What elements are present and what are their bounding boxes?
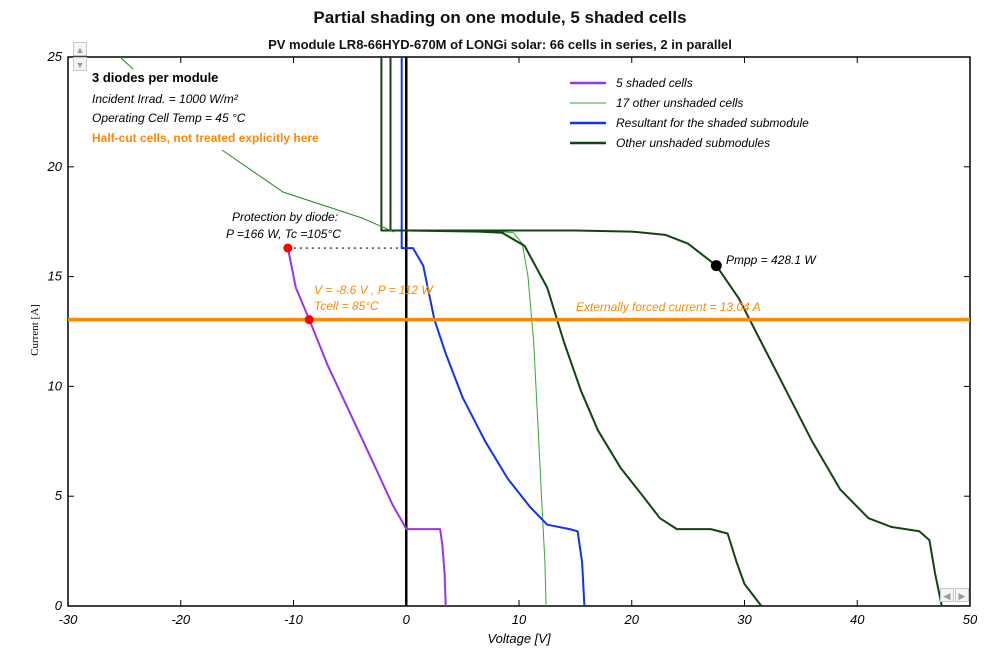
legend-label-other-submodules: Other unshaded submodules bbox=[616, 136, 770, 150]
protection-label-1: Protection by diode: bbox=[232, 210, 338, 224]
y-tick-label: 10 bbox=[48, 378, 63, 393]
info-note: Half-cut cells, not treated explicitly h… bbox=[92, 131, 319, 145]
operating-point-label-2: Tcell = 85°C bbox=[314, 299, 379, 313]
operating-point-label-1: V = -8.6 V , P = 112 W bbox=[314, 283, 434, 297]
info-heading: 3 diodes per module bbox=[92, 70, 218, 85]
y-tick-label: 25 bbox=[47, 49, 63, 64]
y-tick-label: 5 bbox=[55, 488, 63, 503]
pmpp-label: Pmpp = 428.1 W bbox=[726, 253, 817, 267]
y-axis-label: Current [A] bbox=[29, 304, 41, 356]
x-tick-label: -20 bbox=[171, 612, 191, 627]
protection-label-2: P =166 W, Tc =105°C bbox=[226, 227, 341, 241]
info-temperature: Operating Cell Temp = 45 °C bbox=[92, 111, 246, 125]
x-tick-label: 50 bbox=[963, 612, 978, 627]
y-tick-label: 15 bbox=[48, 269, 63, 284]
scroll-up-button[interactable]: ▲ bbox=[73, 42, 87, 56]
legend-label-shaded: 5 shaded cells bbox=[616, 76, 693, 90]
x-tick-label: 40 bbox=[850, 612, 865, 627]
series-other-submodules-array bbox=[389, 57, 943, 607]
chart-title: Partial shading on one module, 5 shaded … bbox=[313, 8, 687, 27]
operating-point bbox=[304, 315, 314, 325]
series-resultant-submodule bbox=[400, 57, 586, 607]
x-tick-label: 20 bbox=[624, 612, 640, 627]
x-tick-label: 10 bbox=[512, 612, 527, 627]
x-axis-label: Voltage [V] bbox=[487, 631, 551, 646]
pmpp-point bbox=[710, 260, 722, 272]
info-irradiance: Incident Irrad. = 1000 W/m² bbox=[92, 92, 239, 106]
scroll-right-button[interactable]: ▶ bbox=[955, 588, 969, 602]
protection-point bbox=[283, 243, 293, 253]
x-tick-label: 30 bbox=[737, 612, 752, 627]
legend-label-resultant: Resultant for the shaded submodule bbox=[616, 116, 809, 130]
plot-area bbox=[67, 56, 971, 607]
y-tick-label: 0 bbox=[55, 598, 63, 613]
x-tick-label: -30 bbox=[59, 612, 79, 627]
legend-pointer-line bbox=[119, 56, 134, 70]
scroll-left-button[interactable]: ◀ bbox=[940, 588, 954, 602]
series-other-submodules bbox=[380, 57, 763, 607]
chart-subtitle: PV module LR8-66HYD-670M of LONGi solar:… bbox=[268, 37, 732, 52]
forced-current-label: Externally forced current = 13.04 A bbox=[576, 300, 761, 314]
legend-label-unshaded-cells: 17 other unshaded cells bbox=[616, 96, 743, 110]
x-tick-label: -10 bbox=[284, 612, 304, 627]
scroll-down-button[interactable]: ▼ bbox=[73, 57, 87, 71]
note-pointer-line bbox=[221, 149, 395, 233]
y-tick-label: 20 bbox=[47, 159, 63, 174]
x-tick-label: 0 bbox=[403, 612, 411, 627]
legend: 5 shaded cells 17 other unshaded cells R… bbox=[570, 76, 809, 150]
